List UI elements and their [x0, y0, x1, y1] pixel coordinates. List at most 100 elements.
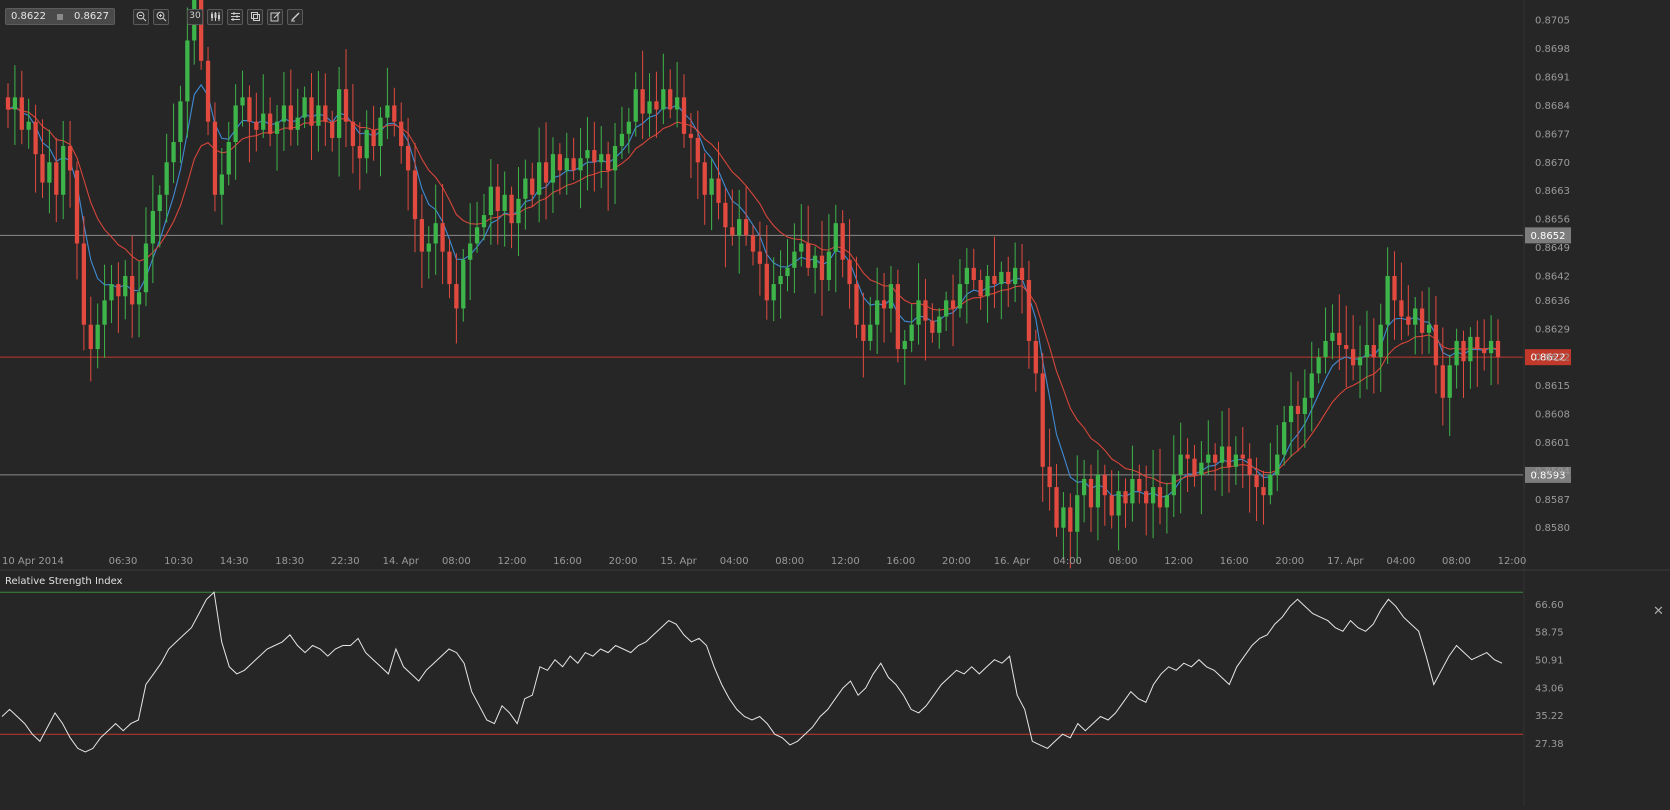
- candle-body: [116, 284, 121, 297]
- candle-body: [654, 101, 659, 110]
- level-price-tag: [1525, 466, 1571, 483]
- candle-body: [350, 121, 356, 147]
- template-icon[interactable]: [247, 8, 263, 25]
- candle-body: [806, 243, 811, 268]
- candle-body: [1351, 349, 1356, 366]
- time-axis-label: 12:00: [1498, 556, 1527, 567]
- candle-body: [1026, 280, 1032, 341]
- candle-body: [1371, 344, 1376, 358]
- candle-body: [1378, 324, 1383, 358]
- candle-body: [474, 227, 480, 244]
- candle-body: [1468, 336, 1473, 362]
- time-axis-label: 08:00: [442, 556, 471, 567]
- candle-body: [909, 324, 914, 341]
- price-axis-label: 0.8615: [1535, 381, 1570, 392]
- candle-body: [1385, 275, 1390, 325]
- candle-body: [171, 141, 176, 163]
- candle-body: [1440, 365, 1445, 398]
- candle-body: [626, 121, 631, 134]
- candle-body: [1392, 275, 1397, 301]
- candle-body: [1123, 491, 1128, 504]
- candle-body: [302, 97, 307, 118]
- candle-body: [1288, 405, 1294, 423]
- candle-body: [295, 117, 300, 130]
- candle-body: [792, 251, 797, 268]
- price-axis-label: 0.8684: [1535, 101, 1570, 112]
- candle-body: [902, 340, 907, 350]
- candle-body: [267, 113, 273, 134]
- candle-body: [33, 121, 38, 155]
- current-price-label: 0.8622: [1531, 353, 1566, 364]
- candle-body: [1433, 324, 1439, 366]
- price-axis-label: 0.8594: [1535, 466, 1570, 477]
- candle-body: [233, 105, 238, 142]
- candle-body: [136, 292, 142, 305]
- edit-icon[interactable]: [267, 8, 283, 25]
- candle-body: [81, 243, 87, 325]
- price-axis-label: 0.8677: [1535, 129, 1570, 140]
- time-axis-label: 16:00: [1220, 556, 1249, 567]
- rsi-axis-label: 35.22: [1535, 711, 1564, 722]
- price-axis-label: 0.8601: [1535, 438, 1570, 449]
- price-axis-label: 0.8608: [1535, 410, 1570, 421]
- time-axis-label: 04:00: [1386, 556, 1415, 567]
- candle-body: [185, 40, 190, 102]
- time-axis-label: 08:00: [775, 556, 804, 567]
- candle-body: [1219, 446, 1225, 463]
- candle-body: [833, 223, 838, 252]
- price-axis-label: 0.8663: [1535, 186, 1570, 197]
- candle-body: [26, 121, 31, 130]
- candle-body: [240, 97, 245, 106]
- time-axis-label: 20:00: [942, 556, 971, 567]
- current-price-tag: [1525, 349, 1571, 366]
- candle-body: [1054, 487, 1059, 528]
- timeframe-button[interactable]: 30: [187, 8, 203, 25]
- candle-body: [74, 170, 80, 244]
- time-axis-label: 22:30: [331, 556, 360, 567]
- candle-body: [1426, 324, 1432, 333]
- candle-body: [868, 324, 873, 341]
- candle-body: [585, 150, 590, 159]
- candle-body: [1081, 478, 1087, 496]
- indicators-icon[interactable]: [227, 8, 243, 25]
- candle-body: [281, 105, 287, 122]
- draw-icon[interactable]: [287, 8, 303, 25]
- candle-body: [1357, 357, 1363, 366]
- candle-body: [1040, 373, 1045, 467]
- chart-type-icon[interactable]: [207, 8, 223, 25]
- price-box[interactable]: 0.8622 0.8627: [5, 8, 115, 25]
- candle-body: [1061, 507, 1066, 528]
- candle-body: [619, 133, 625, 147]
- candle-body: [992, 275, 997, 285]
- candle-body: [523, 178, 528, 199]
- time-axis-label: 20:00: [1275, 556, 1304, 567]
- zoom-in-icon[interactable]: [153, 8, 169, 25]
- candle-body: [847, 259, 852, 285]
- candle-body: [978, 280, 983, 297]
- ema-slow-line: [7, 107, 1499, 485]
- candle-body: [109, 284, 114, 301]
- candle-body: [1012, 267, 1018, 285]
- candle-body: [19, 97, 24, 130]
- candle-body: [564, 158, 569, 171]
- candle-body: [799, 243, 804, 252]
- candle-body: [157, 194, 162, 212]
- level-price-label: 0.8652: [1531, 231, 1566, 242]
- close-icon[interactable]: ✕: [1653, 604, 1664, 619]
- candle-body: [67, 146, 73, 171]
- candle-body: [1247, 458, 1252, 475]
- candle-body: [764, 263, 769, 301]
- zoom-out-icon[interactable]: [133, 8, 149, 25]
- time-axis-label: 16. Apr: [994, 556, 1031, 567]
- candle-body: [674, 97, 680, 110]
- candle-body: [1192, 458, 1197, 475]
- candle-body: [1337, 332, 1342, 345]
- candle-body: [778, 275, 783, 285]
- candle-body: [199, 0, 204, 61]
- candle-body: [426, 243, 431, 252]
- time-axis-label: 12:00: [831, 556, 860, 567]
- price-axis-label: 0.8580: [1535, 523, 1570, 534]
- candle-body: [385, 105, 390, 118]
- candle-body: [875, 300, 880, 325]
